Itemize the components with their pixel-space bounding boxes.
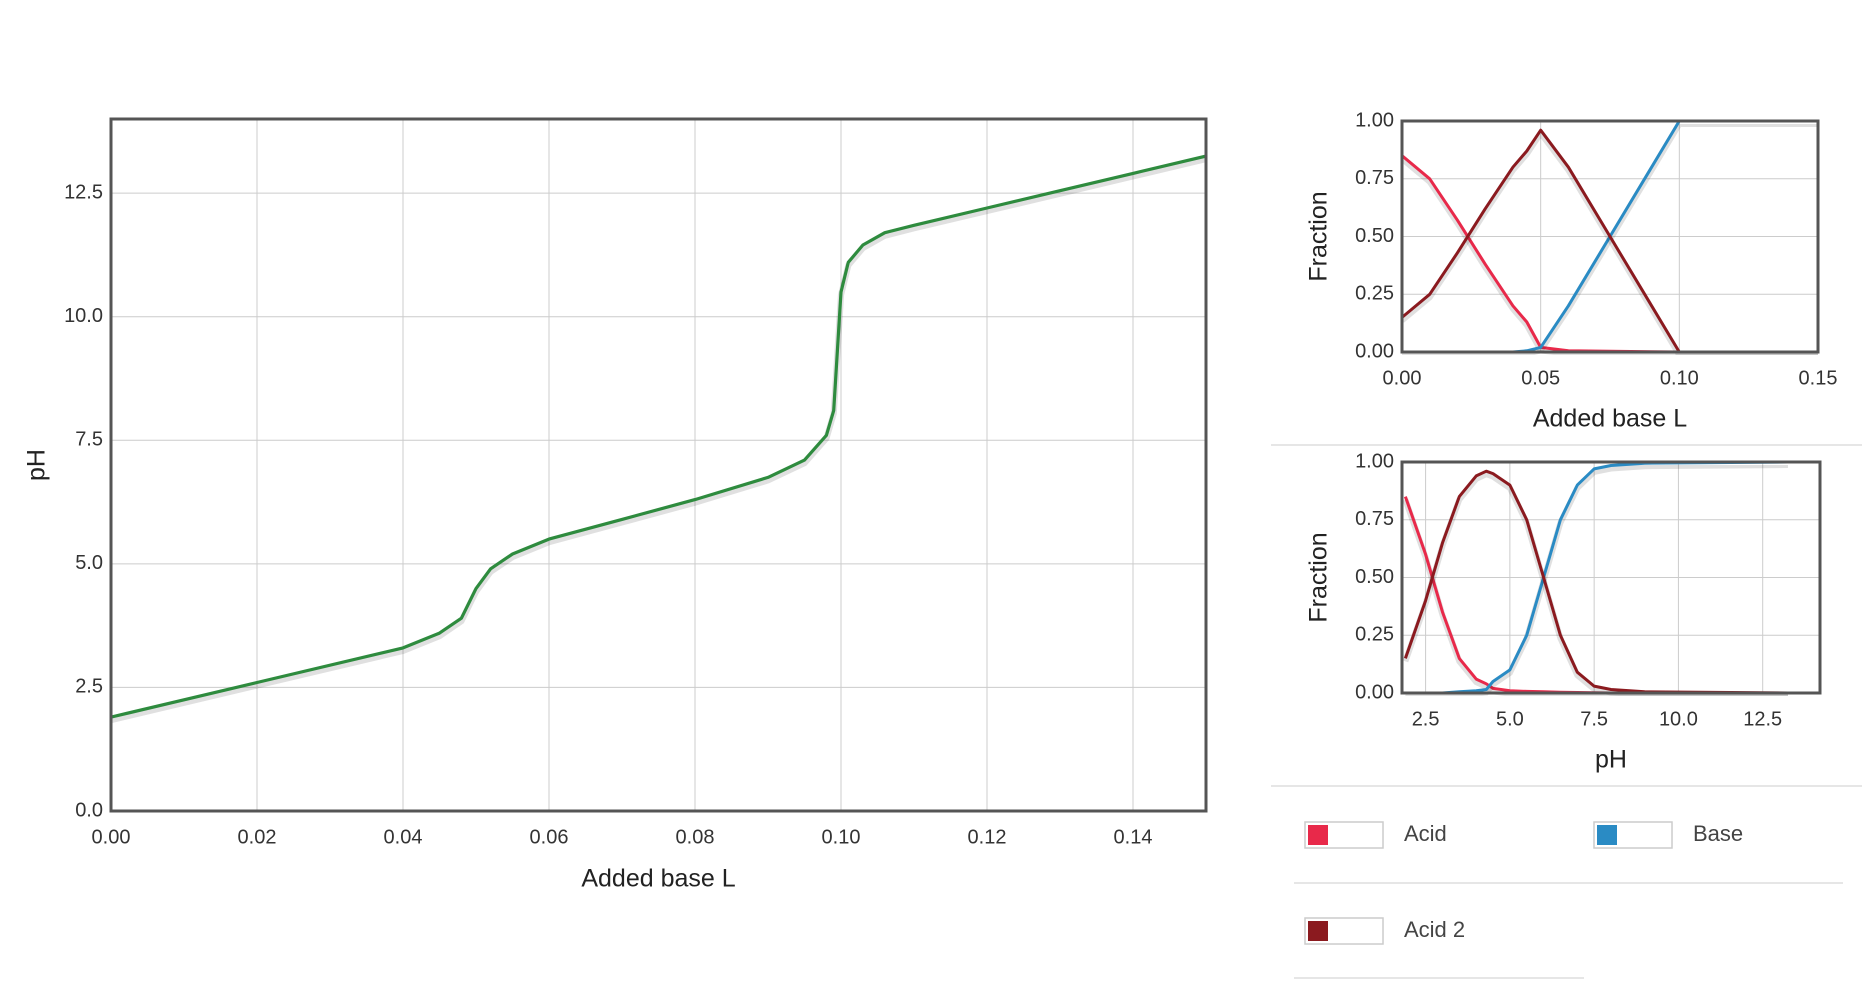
data-line <box>111 154 1206 719</box>
x-tick-label: 12.5 <box>1743 708 1782 730</box>
y-tick-label: 0.50 <box>1355 566 1394 588</box>
legend-swatch <box>1597 825 1617 845</box>
x-tick-label: 0.06 <box>530 826 569 848</box>
legend-label: Base <box>1693 821 1743 846</box>
y-axis-label: Fraction <box>1305 532 1333 622</box>
y-tick-label: 0.25 <box>1355 624 1394 646</box>
line-shadow <box>1402 498 1788 696</box>
x-tick-label: 0.05 <box>1521 367 1560 389</box>
x-tick-label: 0.12 <box>968 826 1007 848</box>
x-tick-label: 0.08 <box>676 826 715 848</box>
x-tick-label: 0.00 <box>92 826 131 848</box>
y-tick-label: 5.0 <box>75 552 103 574</box>
legend-label: Acid 2 <box>1404 917 1465 942</box>
y-tick-label: 1.00 <box>1355 450 1394 472</box>
line-shadow <box>1402 128 1818 355</box>
y-tick-label: 0.75 <box>1355 167 1394 189</box>
data-line: Acid 2 <box>1402 128 1818 352</box>
y-tick-label: 0.75 <box>1355 508 1394 530</box>
x-tick-label: 0.10 <box>1660 367 1699 389</box>
x-tick-label: 5.0 <box>1496 708 1524 730</box>
data-line: Base <box>1402 121 1818 352</box>
x-tick-label: 0.10 <box>822 826 861 848</box>
y-tick-label: 1.00 <box>1355 109 1394 131</box>
line-shadow <box>1402 156 1818 355</box>
data-line: Acid 2 <box>1403 469 1789 693</box>
y-tick-label: 2.5 <box>75 676 103 698</box>
data-line: Acid <box>1403 496 1788 693</box>
plot-frame <box>1400 119 1820 354</box>
x-axis-label: Added base L <box>581 865 735 893</box>
x-axis-label: pH <box>1595 746 1627 774</box>
y-tick-label: 12.5 <box>64 181 103 203</box>
y-tick-label: 0.00 <box>1355 340 1394 362</box>
x-tick-label: 10.0 <box>1659 708 1698 730</box>
x-tick-label: 0.14 <box>1114 826 1153 848</box>
y-tick-label: 0.25 <box>1355 283 1394 305</box>
x-tick-label: 0.04 <box>384 826 423 848</box>
y-tick-label: 0.50 <box>1355 225 1394 247</box>
line-shadow <box>111 156 1206 724</box>
y-axis-label: Fraction <box>1305 191 1333 281</box>
y-tick-label: 10.0 <box>64 305 103 327</box>
data-line: Acid <box>1402 154 1818 352</box>
x-axis-label: Added base L <box>1533 405 1687 433</box>
y-axis-label: pH <box>23 449 51 481</box>
x-tick-label: 0.15 <box>1799 367 1838 389</box>
legend-label: Acid <box>1404 821 1447 846</box>
legend-swatch <box>1308 921 1328 941</box>
x-tick-label: 0.02 <box>238 826 277 848</box>
x-tick-label: 0.00 <box>1383 367 1422 389</box>
plot-frame <box>1400 460 1822 695</box>
x-tick-label: 7.5 <box>1580 708 1608 730</box>
y-tick-label: 7.5 <box>75 429 103 451</box>
legend-swatch <box>1308 825 1328 845</box>
x-tick-label: 2.5 <box>1412 708 1440 730</box>
plot-frame <box>109 117 1208 813</box>
y-tick-label: 0.00 <box>1355 681 1394 703</box>
y-tick-label: 0.0 <box>75 799 103 821</box>
